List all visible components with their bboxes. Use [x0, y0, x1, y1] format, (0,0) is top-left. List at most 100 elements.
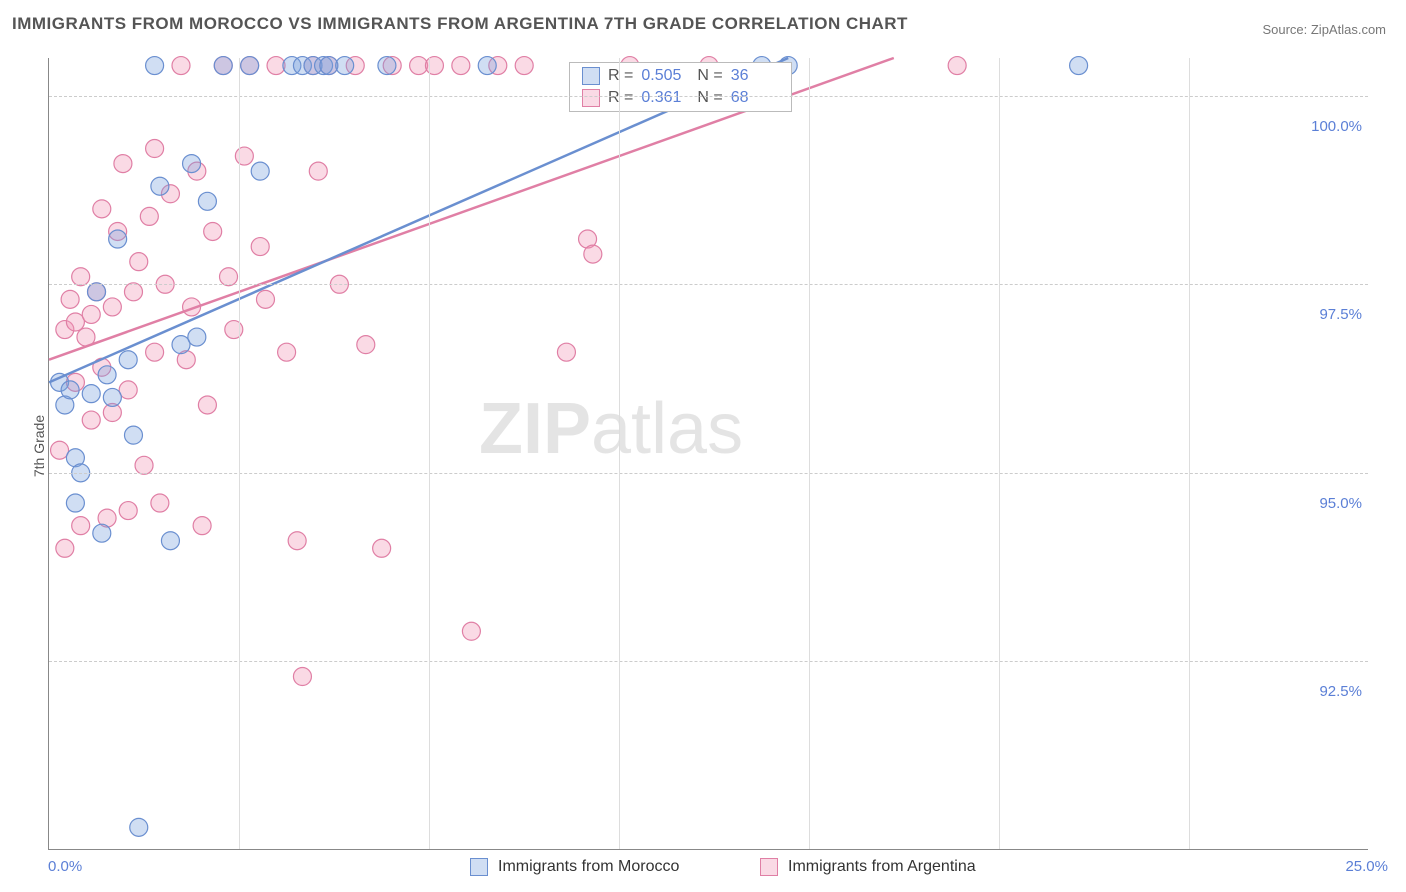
gridline-v [239, 58, 240, 849]
argentina-point [293, 668, 311, 686]
legend-r-value-morocco: 0.505 [641, 67, 689, 85]
argentina-point [140, 207, 158, 225]
argentina-point [103, 298, 121, 316]
morocco-point [130, 818, 148, 836]
argentina-point [204, 222, 222, 240]
argentina-point [452, 57, 470, 75]
legend-n-label: N = [697, 67, 722, 85]
morocco-point [88, 283, 106, 301]
argentina-point [357, 336, 375, 354]
morocco-point [241, 57, 259, 75]
argentina-point [72, 268, 90, 286]
morocco-point [109, 230, 127, 248]
morocco-point [251, 162, 269, 180]
gridline-v [1189, 58, 1190, 849]
argentina-point [119, 502, 137, 520]
argentina-point [151, 494, 169, 512]
argentina-point [114, 155, 132, 173]
legend-label-argentina: Immigrants from Argentina [788, 858, 976, 876]
y-axis-label: 7th Grade [31, 415, 47, 477]
argentina-point [557, 343, 575, 361]
argentina-point [515, 57, 533, 75]
morocco-point [161, 532, 179, 550]
y-tick-label: 97.5% [1302, 306, 1362, 323]
chart-svg [49, 58, 1368, 849]
correlation-legend: R = 0.505 N = 36 R = 0.361 N = 68 [569, 62, 792, 112]
gridline-h [49, 473, 1368, 474]
source-attribution: Source: ZipAtlas.com [1262, 22, 1386, 37]
argentina-point [220, 268, 238, 286]
y-tick-label: 95.0% [1302, 495, 1362, 512]
morocco-point [188, 328, 206, 346]
legend-r-label: R = [608, 89, 633, 107]
legend-swatch-argentina [760, 858, 778, 876]
morocco-point [1070, 57, 1088, 75]
argentina-point [82, 305, 100, 323]
legend-swatch-argentina [582, 89, 600, 107]
argentina-point [130, 253, 148, 271]
argentina-point [193, 517, 211, 535]
morocco-point [198, 192, 216, 210]
legend-row-morocco: R = 0.505 N = 36 [570, 65, 791, 87]
legend-n-label: N = [697, 89, 722, 107]
legend-n-value-argentina: 68 [731, 89, 779, 107]
gridline-h [49, 96, 1368, 97]
morocco-point [103, 388, 121, 406]
legend-n-value-morocco: 36 [731, 67, 779, 85]
argentina-point [584, 245, 602, 263]
legend-morocco: Immigrants from Morocco [470, 858, 679, 876]
argentina-point [135, 456, 153, 474]
argentina-point [948, 57, 966, 75]
argentina-point [309, 162, 327, 180]
morocco-point [119, 351, 137, 369]
legend-swatch-morocco [470, 858, 488, 876]
legend-label-morocco: Immigrants from Morocco [498, 858, 679, 876]
argentina-point [235, 147, 253, 165]
legend-r-label: R = [608, 67, 633, 85]
legend-row-argentina: R = 0.361 N = 68 [570, 87, 791, 109]
argentina-point [146, 343, 164, 361]
gridline-v [999, 58, 1000, 849]
morocco-point [146, 57, 164, 75]
morocco-point [378, 57, 396, 75]
argentina-point [278, 343, 296, 361]
legend-argentina: Immigrants from Argentina [760, 858, 976, 876]
y-tick-label: 92.5% [1302, 683, 1362, 700]
argentina-point [119, 381, 137, 399]
argentina-point [56, 539, 74, 557]
morocco-point [124, 426, 142, 444]
morocco-point [336, 57, 354, 75]
argentina-point [51, 441, 69, 459]
gridline-v [619, 58, 620, 849]
legend-swatch-morocco [582, 67, 600, 85]
argentina-point [146, 140, 164, 158]
x-axis-min-label: 0.0% [48, 858, 82, 875]
argentina-point [288, 532, 306, 550]
argentina-point [462, 622, 480, 640]
argentina-point [425, 57, 443, 75]
legend-r-value-argentina: 0.361 [641, 89, 689, 107]
chart-plot-area: ZIPatlas R = 0.505 N = 36 R = 0.361 N = … [48, 58, 1368, 850]
y-tick-label: 100.0% [1302, 118, 1362, 135]
chart-title: IMMIGRANTS FROM MOROCCO VS IMMIGRANTS FR… [12, 14, 908, 34]
argentina-point [61, 290, 79, 308]
morocco-point [478, 57, 496, 75]
gridline-h [49, 284, 1368, 285]
gridline-v [809, 58, 810, 849]
argentina-point [124, 283, 142, 301]
argentina-point [373, 539, 391, 557]
morocco-point [151, 177, 169, 195]
morocco-point [66, 494, 84, 512]
morocco-point [172, 336, 190, 354]
morocco-point [93, 524, 111, 542]
gridline-v [429, 58, 430, 849]
morocco-point [183, 155, 201, 173]
morocco-point [98, 366, 116, 384]
argentina-point [198, 396, 216, 414]
morocco-point [214, 57, 232, 75]
gridline-h [49, 661, 1368, 662]
argentina-point [93, 200, 111, 218]
argentina-point [172, 57, 190, 75]
morocco-point [61, 381, 79, 399]
argentina-point [82, 411, 100, 429]
